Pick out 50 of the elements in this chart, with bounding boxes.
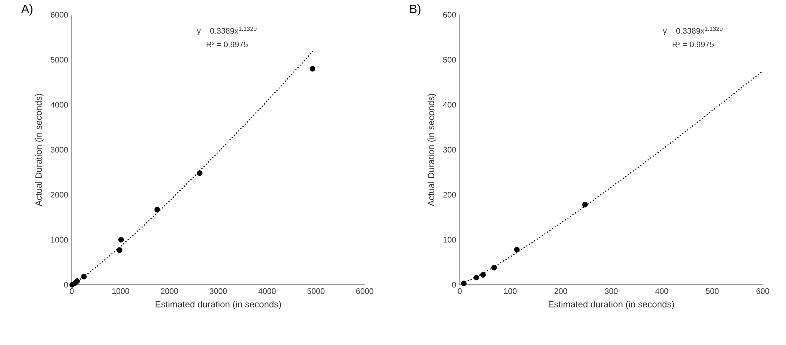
y-tick-label: 200 xyxy=(444,192,456,198)
x-tick-label: 500 xyxy=(706,288,719,294)
y-tick-label: 2000 xyxy=(51,192,68,198)
point xyxy=(480,272,486,278)
x-tick-label: 0 xyxy=(70,288,74,294)
x-tick-label: 3000 xyxy=(210,288,228,294)
point xyxy=(117,248,123,254)
y-axis-title: Actual Duration (in seconds) xyxy=(35,94,44,207)
x-tick-label: 400 xyxy=(656,288,668,294)
annotation: R² = 0.9975 xyxy=(672,42,714,48)
x-tick-label: 2000 xyxy=(161,288,178,294)
x-tick-label: 5000 xyxy=(308,288,325,294)
y-tick-label: 3000 xyxy=(50,147,68,153)
point xyxy=(582,202,588,208)
y-tick-label: 5000 xyxy=(50,57,68,63)
y-tick-label: 4000 xyxy=(50,102,68,108)
x-axis-title: Estimated duration (in seconds) xyxy=(548,301,674,310)
chart-title: A) xyxy=(21,4,33,16)
y-tick-label: 300 xyxy=(443,147,456,153)
point xyxy=(461,280,467,286)
y-tick-label: 6000 xyxy=(51,12,68,18)
point xyxy=(81,274,88,280)
point xyxy=(154,207,160,213)
x-tick-label: 100 xyxy=(504,288,517,294)
annotation: R² = 0.9975 xyxy=(206,42,248,48)
x-tick-label: 300 xyxy=(605,288,618,294)
y-tick-label: 600 xyxy=(444,12,456,18)
y-tick-label: 100 xyxy=(444,237,456,243)
x-tick-label: 6000 xyxy=(356,288,374,294)
point xyxy=(514,247,520,253)
y-tick-label: 0 xyxy=(452,282,456,288)
point xyxy=(310,66,316,72)
x-tick-label: 600 xyxy=(756,288,770,294)
x-axis-title: Estimated duration (in seconds) xyxy=(156,301,282,310)
annotation: y = 0.3389x$^{1.1329}$ xyxy=(197,26,257,36)
y-tick-label: 400 xyxy=(443,102,456,108)
y-tick-label: 500 xyxy=(443,57,456,63)
annotation: y = 0.3389x$^{1.1329}$ xyxy=(663,26,723,36)
chart-title: B) xyxy=(410,4,421,16)
y-axis-title: Actual Duration (in seconds) xyxy=(428,94,436,207)
point xyxy=(492,265,498,271)
x-tick-label: 4000 xyxy=(258,288,276,294)
point xyxy=(197,170,203,176)
point xyxy=(118,237,124,243)
point xyxy=(474,275,480,281)
x-tick-label: 1000 xyxy=(112,288,130,294)
y-tick-label: 0 xyxy=(64,282,68,288)
y-tick-label: 1000 xyxy=(51,237,68,243)
x-tick-label: 200 xyxy=(554,288,568,294)
x-tick-label: 0 xyxy=(458,288,462,294)
